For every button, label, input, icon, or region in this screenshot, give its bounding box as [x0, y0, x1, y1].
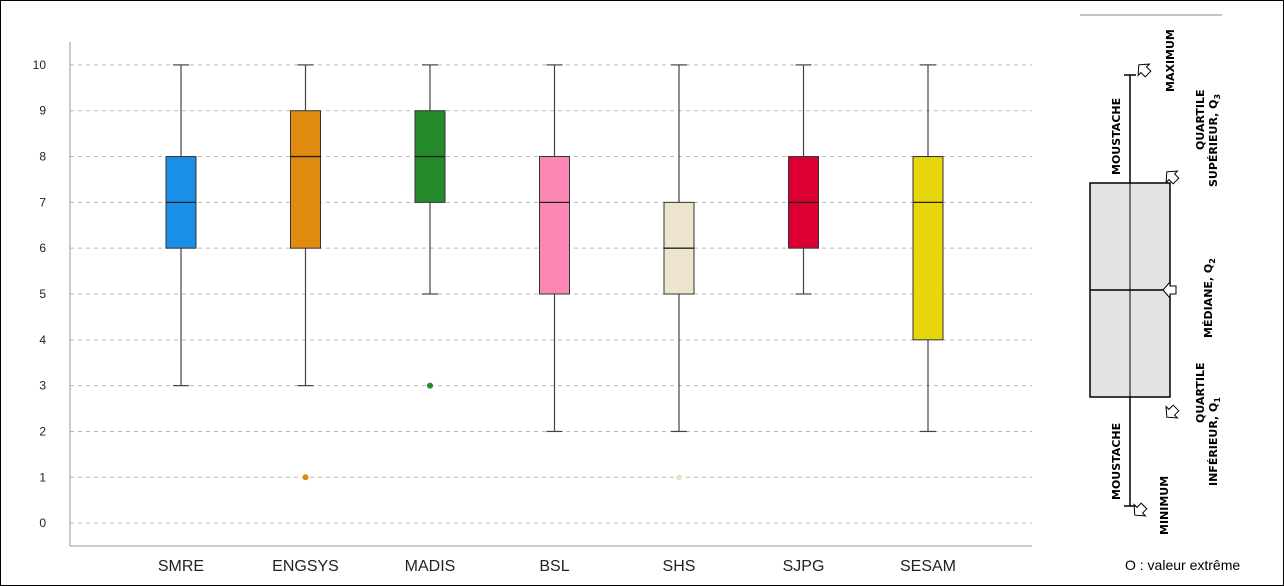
y-tick-label: 5 — [39, 287, 46, 301]
outlier-point — [427, 382, 433, 389]
legend-q3-label-1: QUARTILE — [1194, 89, 1207, 150]
box-sesam — [912, 156, 944, 341]
category-label: SESAM — [900, 558, 956, 575]
outlier-note: O : valeur extrême — [1125, 557, 1240, 573]
y-tick-label: 7 — [39, 195, 46, 209]
y-tick-label: 9 — [39, 104, 46, 118]
legend-maximum-label: MAXIMUM — [1164, 29, 1177, 92]
category-label: MADIS — [405, 558, 456, 575]
category-label: BSL — [539, 558, 569, 575]
legend-whisker-bottom-label: MOUSTACHE — [1110, 423, 1123, 500]
y-tick-label: 6 — [39, 241, 46, 255]
outlier-point — [302, 474, 309, 481]
category-label: SHS — [663, 558, 696, 575]
y-tick-label: 1 — [39, 470, 46, 484]
legend-minimum-label: MINIMUM — [1158, 476, 1171, 535]
legend-median-label: MÉDIANE, Q2 — [1202, 258, 1217, 338]
y-tick-label: 8 — [39, 150, 46, 164]
y-tick-label: 10 — [33, 58, 47, 72]
outlier-point — [676, 474, 682, 481]
box-engsys — [290, 110, 321, 249]
maximum-arrow-icon — [1137, 63, 1152, 78]
boxplot-chart: 0 1 2 3 4 5 6 7 8 9 10 SMRE ENGSYS MADIS BSL SHS SJPG SES… — [33, 42, 1032, 575]
box-bsl — [539, 156, 570, 295]
legend-q3-label-2: SUPÉRIEUR, Q3 — [1207, 94, 1222, 187]
category-label: SJPG — [783, 558, 825, 575]
minimum-arrow-icon — [1133, 502, 1148, 517]
y-tick-label: 2 — [39, 424, 46, 438]
legend-q1-label-1: QUARTILE — [1194, 362, 1207, 423]
median-arrow-icon — [1162, 280, 1177, 300]
legend-whisker-top-label: MOUSTACHE — [1110, 98, 1123, 175]
category-label: SMRE — [158, 558, 204, 575]
q3-arrow-icon — [1165, 170, 1180, 185]
y-tick-label: 4 — [39, 333, 46, 347]
category-label: ENGSYS — [272, 558, 339, 575]
y-tick-label: 0 — [39, 516, 46, 530]
y-tick-label: 3 — [39, 379, 46, 393]
legend-q1-label-2: INFÉRIEUR, Q1 — [1207, 397, 1222, 486]
q1-arrow-icon — [1165, 404, 1180, 419]
